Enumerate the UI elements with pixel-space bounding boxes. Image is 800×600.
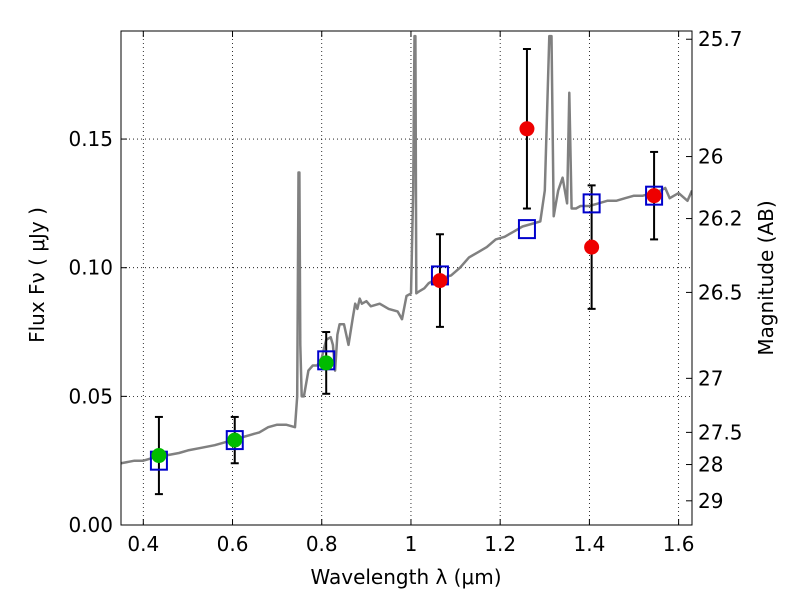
x-tick-label: 0.4 [127, 532, 159, 556]
x-tick-label: 1.4 [573, 532, 605, 556]
y-tick-label: 0.15 [68, 127, 113, 151]
y2-tick-label: 27 [698, 366, 723, 390]
y2-tick-label: 26.5 [698, 280, 743, 304]
model-band-square [225, 430, 244, 451]
y-tick-label: 0.00 [68, 513, 113, 537]
axis-ticks: 0.4 0.6 0.8 1 1.2 1.4 1.6 0.00 0.05 0.10 0.15 25.7 2… [68, 27, 742, 556]
model-spectrum [121, 34, 692, 465]
x-tick-label: 1.2 [484, 532, 516, 556]
red-point [584, 239, 600, 255]
y2-tick-label: 26.2 [698, 207, 743, 231]
y2-tick-label: 26 [698, 145, 723, 169]
x-tick-label: 1.6 [663, 532, 695, 556]
model-band-square [517, 219, 536, 240]
plot-frame [120, 30, 693, 526]
red-point [432, 273, 448, 289]
data-markers [149, 121, 664, 471]
y2-tick-label: 25.7 [698, 27, 743, 51]
x-tick-label: 1 [405, 532, 418, 556]
green-point [227, 432, 243, 448]
red-point [519, 121, 535, 137]
spectrum-line [121, 34, 692, 465]
y2-tick-label: 28 [698, 453, 723, 477]
y2-tick-label: 27.5 [698, 420, 743, 444]
green-point [151, 448, 167, 464]
y-tick-label: 0.05 [68, 384, 113, 408]
model-band-square [645, 185, 664, 206]
y-axis-title: Flux Fν ( μJy ) [25, 207, 49, 343]
green-point [318, 355, 334, 371]
x-tick-label: 0.6 [217, 532, 249, 556]
red-point [646, 188, 662, 204]
y2-tick-label: 29 [698, 489, 723, 513]
y-tick-label: 0.10 [68, 256, 113, 280]
x-tick-label: 0.8 [306, 532, 338, 556]
x-axis-title: Wavelength λ (μm) [310, 565, 501, 589]
model-band-square [582, 193, 601, 214]
y2-axis-title: Magnitude (AB) [754, 200, 778, 355]
